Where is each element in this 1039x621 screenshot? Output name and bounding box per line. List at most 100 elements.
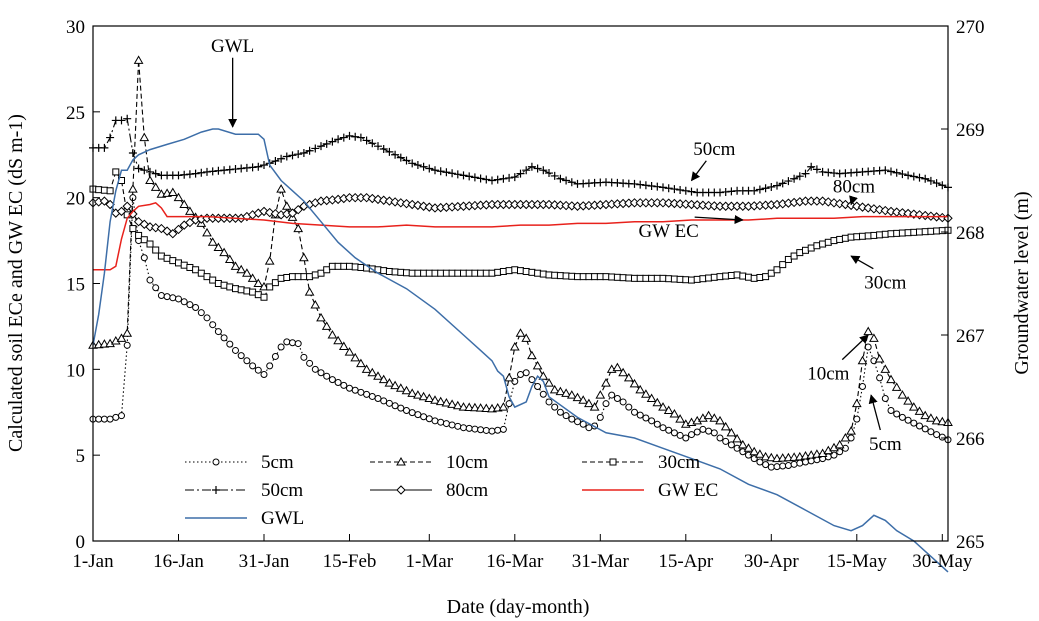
data-point-5cm bbox=[324, 373, 330, 379]
data-point-30cm bbox=[153, 247, 159, 253]
data-point-30cm bbox=[535, 270, 541, 276]
data-point-30cm bbox=[318, 270, 324, 276]
data-point-30cm bbox=[478, 270, 484, 276]
legend-label-5cm: 5cm bbox=[261, 452, 294, 473]
data-point-30cm bbox=[814, 243, 820, 249]
data-point-5cm bbox=[244, 358, 250, 364]
data-point-10cm bbox=[881, 365, 889, 372]
data-point-30cm bbox=[255, 292, 261, 298]
data-point-30cm bbox=[552, 272, 558, 278]
data-point-5cm bbox=[381, 398, 387, 404]
data-point-5cm bbox=[443, 421, 449, 427]
data-point-5cm bbox=[238, 353, 244, 359]
data-point-5cm bbox=[461, 425, 467, 431]
data-point-50cm bbox=[471, 173, 479, 181]
data-point-5cm bbox=[546, 399, 552, 405]
data-point-5cm bbox=[939, 434, 945, 440]
x-tick-label: 31-Mar bbox=[572, 551, 630, 572]
data-point-50cm bbox=[517, 170, 525, 178]
data-point-10cm bbox=[294, 225, 302, 232]
data-point-50cm bbox=[642, 181, 650, 189]
data-point-30cm bbox=[113, 169, 119, 175]
y-left-tick-label: 10 bbox=[66, 360, 85, 381]
data-point-5cm bbox=[552, 404, 558, 410]
data-point-30cm bbox=[888, 231, 894, 237]
data-point-50cm bbox=[762, 184, 770, 192]
x-tick-label: 15-May bbox=[827, 551, 888, 572]
data-point-50cm bbox=[106, 134, 114, 142]
y-right-tick-label: 268 bbox=[956, 223, 985, 244]
data-point-10cm bbox=[528, 352, 536, 359]
data-point-5cm bbox=[660, 425, 666, 431]
data-point-30cm bbox=[831, 238, 837, 244]
data-point-5cm bbox=[426, 416, 432, 422]
data-point-5cm bbox=[882, 396, 888, 402]
data-point-30cm bbox=[164, 255, 170, 261]
annotation-30cm: 30cm bbox=[851, 256, 907, 294]
data-point-30cm bbox=[307, 274, 313, 280]
data-point-50cm bbox=[129, 149, 137, 157]
data-point-30cm bbox=[563, 273, 569, 279]
data-point-30cm bbox=[238, 287, 244, 293]
data-point-30cm bbox=[398, 269, 404, 275]
y-right-tick-label: 269 bbox=[956, 120, 985, 141]
data-point-10cm bbox=[836, 441, 844, 448]
series-gwl bbox=[93, 129, 948, 572]
data-point-10cm bbox=[505, 374, 513, 381]
data-point-5cm bbox=[683, 435, 689, 441]
data-point-30cm bbox=[649, 275, 655, 281]
data-point-5cm bbox=[797, 460, 803, 466]
data-point-5cm bbox=[934, 432, 940, 438]
data-point-50cm bbox=[482, 175, 490, 183]
data-point-5cm bbox=[119, 413, 125, 419]
series-line-30cm bbox=[93, 172, 948, 297]
data-point-50cm bbox=[260, 161, 268, 169]
data-point-30cm bbox=[392, 269, 398, 275]
data-point-50cm bbox=[933, 179, 941, 187]
data-point-30cm bbox=[671, 276, 677, 282]
data-point-30cm bbox=[546, 272, 552, 278]
data-point-5cm bbox=[911, 420, 917, 426]
annotation-arrow-10cm bbox=[842, 335, 868, 360]
data-point-50cm bbox=[192, 170, 200, 178]
data-point-5cm bbox=[586, 425, 592, 431]
annotation-gwl: GWL bbox=[211, 36, 254, 127]
data-point-30cm bbox=[746, 274, 752, 280]
data-point-5cm bbox=[717, 435, 723, 441]
data-point-5cm bbox=[158, 293, 164, 299]
data-point-50cm bbox=[562, 177, 570, 185]
data-point-30cm bbox=[426, 270, 432, 276]
data-point-50cm bbox=[665, 184, 673, 192]
data-point-5cm bbox=[181, 299, 187, 305]
data-point-30cm bbox=[512, 267, 518, 273]
x-tick-label: 16-Mar bbox=[486, 551, 544, 572]
data-point-50cm bbox=[893, 169, 901, 177]
legend-item-30cm: 30cm bbox=[582, 452, 700, 473]
data-point-5cm bbox=[478, 427, 484, 433]
data-point-30cm bbox=[934, 228, 940, 234]
data-point-50cm bbox=[135, 164, 143, 172]
data-point-5cm bbox=[649, 418, 655, 424]
data-point-30cm bbox=[147, 241, 153, 247]
y-left-tick-label: 30 bbox=[66, 17, 85, 38]
data-point-30cm bbox=[204, 274, 210, 280]
data-point-5cm bbox=[96, 416, 102, 422]
data-point-30cm bbox=[751, 275, 757, 281]
data-point-5cm bbox=[523, 370, 529, 376]
data-point-50cm bbox=[454, 170, 462, 178]
data-point-5cm bbox=[153, 285, 159, 291]
legend-item-5cm: 5cm bbox=[185, 452, 294, 473]
data-point-5cm bbox=[386, 400, 392, 406]
data-point-5cm bbox=[267, 363, 273, 369]
legend-label-10cm: 10cm bbox=[446, 452, 488, 473]
data-point-30cm bbox=[774, 267, 780, 273]
data-point-30cm bbox=[278, 275, 284, 281]
data-point-5cm bbox=[307, 360, 313, 366]
data-point-50cm bbox=[100, 144, 108, 152]
data-point-5cm bbox=[711, 430, 717, 436]
data-point-30cm bbox=[301, 274, 307, 280]
data-point-30cm bbox=[894, 230, 900, 236]
data-point-30cm bbox=[620, 275, 626, 281]
data-point-10cm bbox=[328, 331, 336, 338]
